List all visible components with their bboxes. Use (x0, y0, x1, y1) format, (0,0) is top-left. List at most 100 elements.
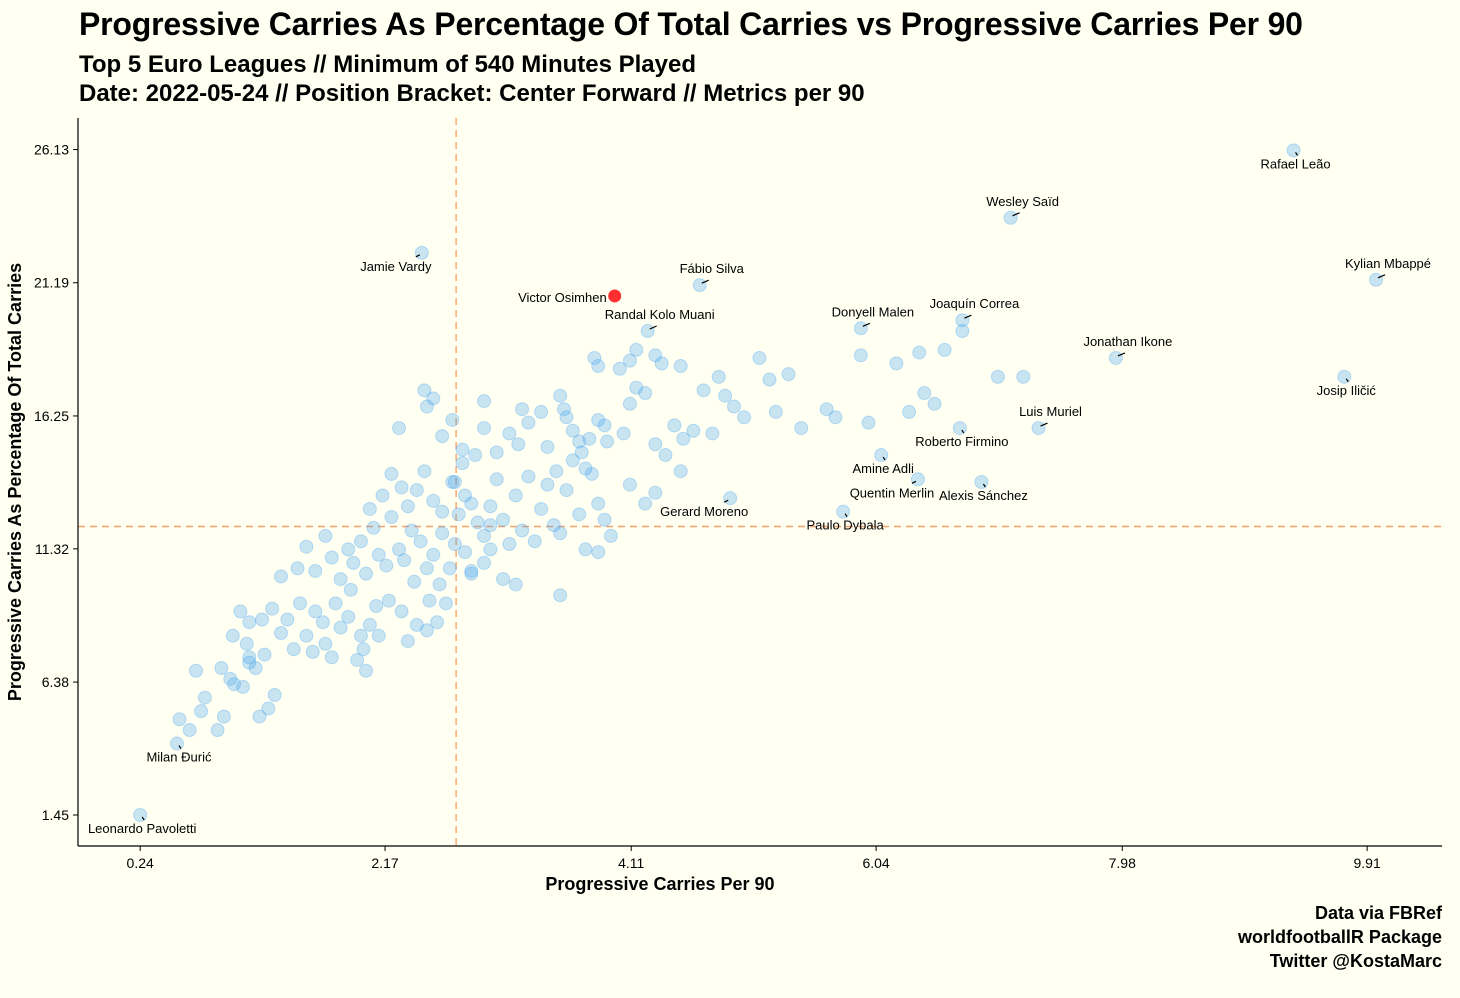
data-point (622, 477, 637, 492)
data-point (648, 348, 663, 363)
data-point (435, 526, 450, 541)
data-point (369, 599, 384, 614)
data-point (318, 636, 333, 651)
x-axis-title: Progressive Carries Per 90 (545, 874, 774, 894)
data-point (556, 402, 571, 417)
data-point (578, 461, 593, 476)
data-point (629, 380, 644, 395)
data-point (451, 507, 466, 522)
point-label: Alexis Sánchez (939, 488, 1028, 503)
data-point (430, 615, 445, 630)
point-label: Wesley Saïd (986, 194, 1059, 209)
data-point (333, 572, 348, 587)
data-point (252, 709, 267, 724)
data-point (502, 426, 517, 441)
label-leader (1012, 212, 1020, 217)
caption-line-twitter: Twitter @KostaMarc (1269, 951, 1442, 971)
data-point (216, 709, 231, 724)
point-label: Jonathan Ikone (1083, 334, 1172, 349)
data-point (371, 547, 386, 562)
x-tick-label: 4.11 (618, 855, 644, 871)
data-point (324, 550, 339, 565)
data-point (853, 321, 868, 336)
data-point (974, 475, 989, 489)
data-point (227, 677, 242, 692)
data-point (686, 423, 701, 438)
data-point (359, 566, 374, 581)
data-point (540, 477, 555, 492)
data-point (508, 577, 523, 592)
data-point (280, 612, 295, 627)
data-point (902, 404, 917, 419)
data-point (762, 372, 777, 387)
data-point (565, 453, 580, 468)
data-point (648, 485, 663, 500)
data-point (752, 350, 767, 365)
data-point (182, 723, 197, 738)
data-point (861, 415, 876, 430)
data-point (350, 652, 365, 667)
data-point (676, 431, 691, 446)
data-point (194, 704, 209, 719)
data-point (464, 566, 479, 581)
data-point (346, 555, 361, 570)
data-point (819, 402, 834, 417)
data-point (600, 434, 615, 449)
x-tick-label: 9.91 (1354, 855, 1381, 871)
data-point (582, 431, 597, 446)
data-point (235, 679, 250, 694)
label-leader (1295, 152, 1299, 156)
data-point (417, 464, 432, 479)
data-point (597, 418, 612, 433)
data-point (274, 625, 289, 640)
data-point (445, 475, 460, 489)
label-leader (1377, 274, 1386, 279)
label-leader (1117, 352, 1126, 357)
data-point (616, 426, 631, 441)
x-tick-label: 2.17 (371, 855, 398, 871)
label-leader (961, 429, 965, 434)
data-point (705, 426, 720, 441)
data-point (559, 483, 574, 498)
data-point (572, 434, 587, 449)
data-point (324, 650, 339, 665)
point-label: Roberto Firmino (915, 434, 1008, 449)
data-point (233, 604, 248, 619)
data-point (422, 593, 437, 608)
data-point (432, 577, 447, 592)
caption-line-package: worldfootballR Package (1237, 927, 1442, 947)
data-point (172, 712, 187, 727)
data-point (1003, 210, 1018, 225)
y-tick-label: 6.38 (42, 674, 69, 690)
data-point (572, 507, 587, 522)
label-leader (882, 456, 886, 461)
data-point (508, 488, 523, 503)
data-point (189, 663, 204, 678)
data-point (445, 412, 460, 427)
x-tick-label: 6.04 (862, 855, 889, 871)
point-label: Josip Iličić (1317, 383, 1377, 398)
caption: Data via FBRef worldfootballR Package Tw… (1238, 901, 1442, 973)
data-point (239, 636, 254, 651)
data-point (394, 604, 409, 619)
data-point (375, 488, 390, 503)
data-point (397, 553, 412, 568)
data-point (290, 561, 305, 576)
data-point (521, 469, 536, 484)
data-point (603, 528, 618, 543)
data-point (483, 499, 498, 514)
label-leader (701, 279, 709, 284)
data-point (379, 558, 394, 573)
data-point (696, 383, 711, 398)
data-point (990, 369, 1005, 384)
data-point (534, 501, 549, 516)
data-point (426, 391, 441, 406)
data-point (781, 367, 796, 382)
data-points (133, 143, 1384, 822)
data-point (477, 394, 492, 409)
data-point (419, 561, 434, 576)
data-point (299, 628, 314, 643)
label-leader (1345, 378, 1349, 383)
data-point (419, 399, 434, 414)
data-point (409, 617, 424, 632)
